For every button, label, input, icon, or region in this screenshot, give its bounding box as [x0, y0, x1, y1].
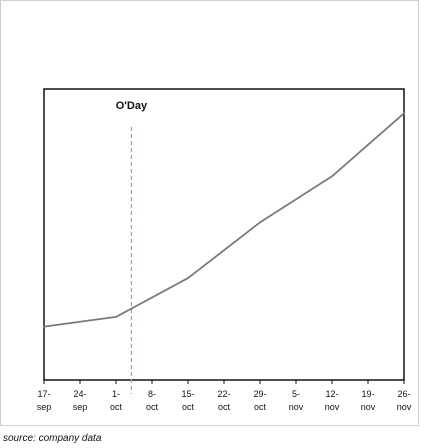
x-tick-label-day: 12- — [325, 389, 338, 399]
series-point — [403, 112, 405, 115]
source-note: source: company data — [3, 433, 102, 444]
series-line — [43, 112, 405, 328]
x-tick-label-month: nov — [397, 402, 412, 412]
x-tick-label-day: 5- — [292, 389, 300, 399]
oday-marker-label: O'Day — [116, 100, 148, 112]
series-point — [187, 277, 189, 280]
chart-marks: O'Day — [43, 100, 405, 394]
page-frame — [0, 0, 419, 426]
series-point — [115, 316, 117, 318]
x-tick-label-day: 24- — [73, 389, 86, 399]
x-tick-label-day: 8- — [148, 389, 156, 399]
x-tick-label-month: nov — [289, 402, 304, 412]
x-tick-label-month: oct — [218, 402, 231, 412]
x-tick-label-month: sep — [73, 402, 88, 412]
x-tick-label-month: oct — [254, 402, 267, 412]
x-tick-label-day: 29- — [253, 389, 266, 399]
x-tick-label-month: nov — [325, 402, 340, 412]
series-point — [259, 221, 261, 224]
series-point — [331, 175, 333, 178]
x-tick-label-day: 15- — [181, 389, 194, 399]
x-tick-label-month: nov — [361, 402, 376, 412]
x-tick-label-day: 26- — [397, 389, 410, 399]
x-tick-label-month: oct — [110, 402, 123, 412]
series-point — [43, 325, 45, 328]
x-tick-label-month: oct — [146, 402, 159, 412]
x-tick-label-month: sep — [37, 402, 52, 412]
x-tick-label-day: 22- — [217, 389, 230, 399]
x-axis: 17- sep 24- sep 1- oct 8- oct 15- oct 22- oct 29- oct… — [37, 380, 412, 412]
x-tick-label-month: oct — [182, 402, 195, 412]
x-tick-label-day: 17- — [37, 389, 50, 399]
plot-area — [43, 88, 405, 381]
x-tick-label-day: 19- — [361, 389, 374, 399]
x-tick-label-day: 1- — [112, 389, 120, 399]
